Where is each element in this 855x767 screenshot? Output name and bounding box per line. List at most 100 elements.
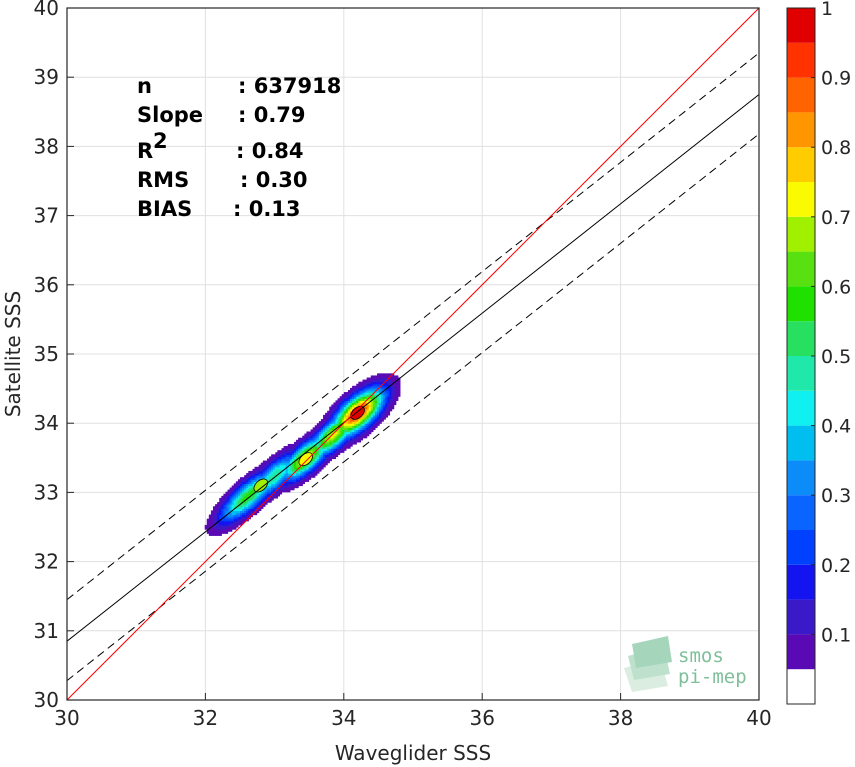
density-cell <box>391 404 395 408</box>
colorbar-segment <box>787 634 815 670</box>
density-cell <box>302 435 305 439</box>
density-cell <box>300 466 303 470</box>
density-cell <box>246 514 249 518</box>
density-cell <box>360 385 364 389</box>
logo-text-pi-mep: pi-mep <box>678 666 747 688</box>
density-cell <box>316 458 320 462</box>
density-cell <box>323 435 326 439</box>
density-cell <box>358 419 362 422</box>
density-cell <box>345 431 349 435</box>
density-contours <box>204 373 401 536</box>
density-cell <box>350 396 353 399</box>
density-cell <box>273 468 276 472</box>
density-cell <box>246 512 249 516</box>
density-cell <box>350 392 353 395</box>
density-cell <box>320 431 324 435</box>
density-cell <box>298 446 301 449</box>
density-cell <box>281 450 285 453</box>
y-tick-label: 30 <box>34 688 59 712</box>
density-cell <box>335 448 339 451</box>
density-cell <box>358 423 362 426</box>
density-cell <box>244 481 247 485</box>
density-cell <box>217 522 220 526</box>
density-cell <box>389 400 393 404</box>
density-cell <box>350 435 353 439</box>
density-cell <box>383 412 386 416</box>
density-cell <box>231 527 235 530</box>
density-cell <box>246 516 249 520</box>
density-cell <box>260 506 264 509</box>
density-cell <box>356 433 359 437</box>
density-cell <box>233 512 237 516</box>
density-cell <box>275 458 278 462</box>
density-cell <box>289 485 293 489</box>
density-cell <box>325 416 328 420</box>
density-cell <box>231 493 235 497</box>
density-cell <box>269 487 272 491</box>
density-cell <box>385 412 388 416</box>
density-cell <box>266 489 270 493</box>
density-cell <box>206 524 210 528</box>
density-cell <box>320 454 324 458</box>
density-cell <box>293 477 297 480</box>
density-cell <box>291 481 295 485</box>
density-cell <box>381 392 384 395</box>
density-cell <box>302 473 305 476</box>
density-cell <box>310 431 314 435</box>
density-cell <box>316 443 320 447</box>
density-cell <box>298 452 301 455</box>
density-cell <box>335 427 339 431</box>
density-cell <box>354 396 357 399</box>
density-cell <box>379 375 382 379</box>
density-cell <box>310 466 314 470</box>
density-cell <box>389 394 393 397</box>
density-cell <box>225 500 229 503</box>
density-cell <box>229 495 233 499</box>
density-cell <box>389 385 393 389</box>
density-cell <box>343 402 347 406</box>
density-cell <box>337 446 341 449</box>
density-cell <box>221 510 224 514</box>
density-cell <box>264 491 268 495</box>
density-cell <box>293 441 297 445</box>
density-cell <box>345 421 349 424</box>
density-cell <box>316 456 320 460</box>
density-cell <box>308 433 312 437</box>
density-cell <box>233 524 237 528</box>
density-cell <box>256 470 260 474</box>
density-cell <box>368 381 372 385</box>
density-cell <box>304 435 308 439</box>
density-cell <box>219 506 222 509</box>
stat-r2-value: : 0.84 <box>236 139 304 163</box>
density-cell <box>350 443 353 447</box>
density-cell <box>287 466 291 470</box>
density-cell <box>368 431 372 435</box>
density-cell <box>312 473 316 476</box>
density-cell <box>320 456 324 460</box>
density-cell <box>260 464 264 468</box>
density-cell <box>287 452 291 455</box>
density-cell <box>231 512 235 516</box>
density-cell <box>329 452 332 455</box>
density-cell <box>277 460 281 464</box>
density-cell <box>314 462 318 466</box>
density-cell <box>395 381 399 385</box>
density-cell <box>291 466 295 470</box>
density-cell <box>258 477 262 480</box>
density-cell <box>354 392 357 395</box>
density-cell <box>306 439 310 443</box>
density-cell <box>333 437 337 441</box>
density-cell <box>339 446 343 449</box>
density-cell <box>323 446 326 449</box>
density-cell <box>302 443 305 447</box>
density-cell <box>291 483 295 487</box>
density-cell <box>335 454 339 458</box>
density-cell <box>337 402 341 406</box>
density-cell <box>306 479 310 482</box>
colorbar-tick-label: 0.9 <box>821 68 851 90</box>
density-cell <box>329 408 332 412</box>
density-cell <box>385 385 388 389</box>
density-cell <box>372 396 376 399</box>
density-cell <box>293 443 297 447</box>
density-cell <box>223 514 227 518</box>
